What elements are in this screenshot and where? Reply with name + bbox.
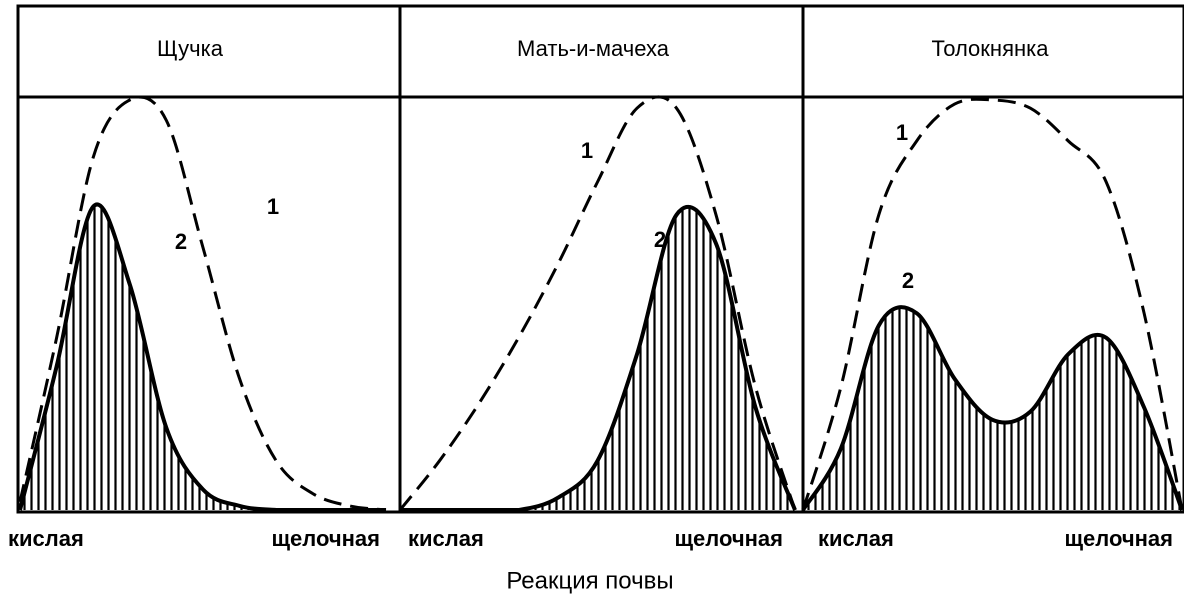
frame-outline — [16, 4, 1184, 514]
x-start-label: кислая — [8, 526, 84, 551]
curve-2-hatched-area — [20, 204, 386, 510]
panels: Щучка 1 2 кислая щелочная Мать-и-мачеха … — [8, 36, 1184, 551]
panel-toloknyanka: Толокнянка 1 2 кислая щелочная — [801, 36, 1184, 551]
curve-1-dashed-line — [18, 95, 387, 512]
x-end-label: щелочная — [271, 526, 380, 551]
x-axis-title: Реакция почвы — [506, 567, 673, 594]
curve-2-line — [801, 305, 1184, 512]
panel-title: Мать-и-мачеха — [517, 36, 670, 61]
frame — [16, 4, 1184, 514]
panel-shchuchka: Щучка 1 2 кислая щелочная — [8, 36, 387, 551]
panel-title: Толокнянка — [932, 36, 1050, 61]
curve-1-dashed-line — [398, 95, 797, 511]
curve-2-hatched-area — [803, 307, 1182, 510]
curve-1-label: 1 — [581, 138, 593, 163]
panel-mat-i-macheha: Мать-и-мачеха 1 2 кислая щелочная — [398, 36, 797, 551]
curve-1-dashed-line — [801, 97, 1184, 511]
curve-2-line — [18, 202, 386, 512]
panel-title: Щучка — [157, 36, 224, 61]
curve-2-line — [400, 204, 797, 512]
curve-1-label: 1 — [896, 120, 908, 145]
x-start-label: кислая — [408, 526, 484, 551]
curve-2-hatched-area — [400, 206, 795, 510]
x-start-label: кислая — [818, 526, 894, 551]
curve-1-label: 1 — [267, 194, 279, 219]
curve-2-label: 2 — [175, 229, 187, 254]
x-end-label: щелочная — [674, 526, 783, 551]
curve-2-label: 2 — [654, 227, 666, 252]
curve-2-label: 2 — [902, 268, 914, 293]
x-end-label: щелочная — [1064, 526, 1173, 551]
